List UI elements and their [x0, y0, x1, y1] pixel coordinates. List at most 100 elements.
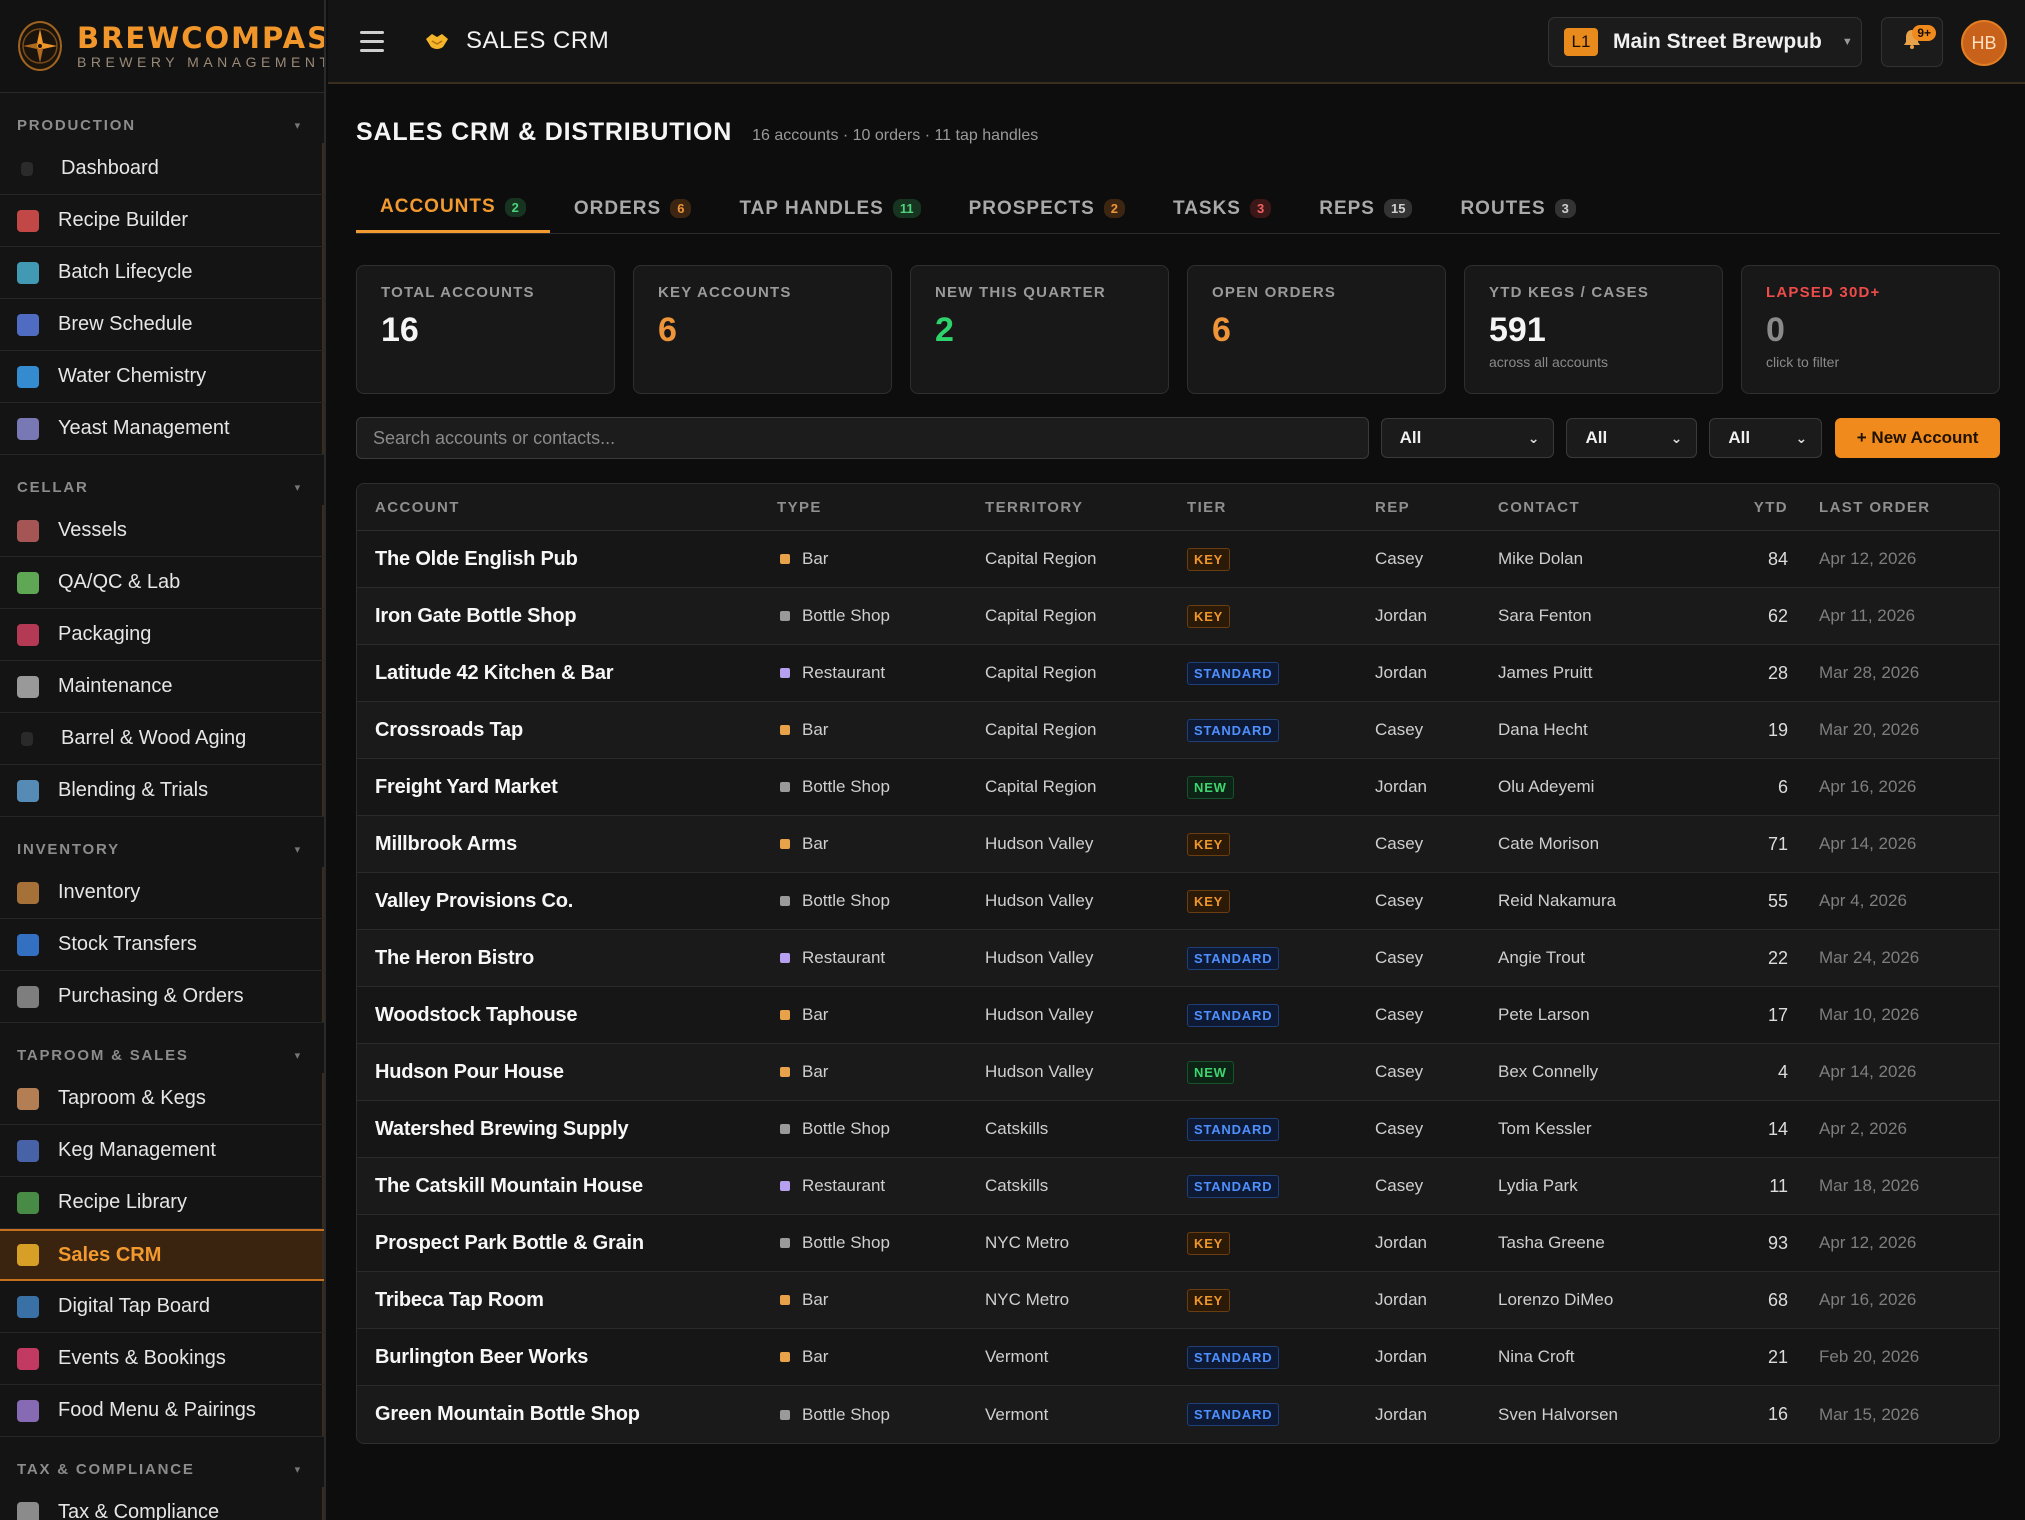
table-row[interactable]: Tribeca Tap Room Bar NYC Metro KEY Jordan Lor…: [357, 1272, 1999, 1329]
sidebar-item-food-menu-pairings[interactable]: Food Menu & Pairings: [0, 1385, 324, 1437]
sidebar-item-label: Batch Lifecycle: [58, 261, 193, 283]
tab-accounts[interactable]: ACCOUNTS 2: [356, 184, 550, 233]
column-header-contact[interactable]: CONTACT: [1498, 498, 1581, 516]
table-row[interactable]: Burlington Beer Works Bar Vermont STANDARD J…: [357, 1329, 1999, 1386]
sidebar-item-blending-trials[interactable]: Blending & Trials: [0, 765, 324, 817]
account-name-link[interactable]: Crossroads Tap: [375, 718, 523, 741]
menu-icon[interactable]: [360, 30, 384, 52]
table-row[interactable]: The Catskill Mountain House Restaurant Cat…: [357, 1158, 1999, 1215]
account-name-link[interactable]: Latitude 42 Kitchen & Bar: [375, 661, 614, 684]
account-name-link[interactable]: Green Mountain Bottle Shop: [375, 1403, 640, 1425]
column-header-territory[interactable]: TERRITORY: [985, 498, 1084, 516]
account-name-link[interactable]: Iron Gate Bottle Shop: [375, 604, 577, 627]
sidebar-item-digital-tap-board[interactable]: Digital Tap Board: [0, 1281, 324, 1333]
account-name-link[interactable]: Prospect Park Bottle & Grain: [375, 1231, 644, 1254]
sidebar-item-tax-compliance[interactable]: Tax & Compliance: [0, 1487, 324, 1520]
account-name-link[interactable]: Burlington Beer Works: [375, 1345, 589, 1368]
tab-reps[interactable]: REPS 15: [1295, 184, 1436, 233]
table-row[interactable]: Latitude 42 Kitchen & Bar Restaurant Capit…: [357, 645, 1999, 702]
account-name-link[interactable]: The Catskill Mountain House: [375, 1174, 643, 1197]
territory-filter-select[interactable]: All ⌄: [1380, 418, 1555, 458]
notifications-button[interactable]: 9+: [1881, 17, 1943, 67]
beer-mug-icon: [777, 551, 793, 567]
sidebar-item-barrel-wood-aging[interactable]: Barrel & Wood Aging: [0, 713, 324, 765]
column-header-ytd[interactable]: YTD: [1753, 498, 1788, 516]
sidebar-item-water-chemistry[interactable]: Water Chemistry: [0, 351, 324, 403]
table-row[interactable]: The Heron Bistro Restaurant Hudson Valley S…: [357, 930, 1999, 987]
beer-mug-icon: [777, 1007, 793, 1023]
table-row[interactable]: Iron Gate Bottle Shop Bottle Shop Capital …: [357, 588, 1999, 645]
sidebar-item-packaging[interactable]: Packaging: [0, 609, 324, 661]
column-header-rep[interactable]: REP: [1375, 498, 1411, 516]
account-name-link[interactable]: Millbrook Arms: [375, 832, 518, 855]
table-row[interactable]: Woodstock Taphouse Bar Hudson Valley STANDA…: [357, 987, 1999, 1044]
avatar[interactable]: HB: [1961, 20, 2007, 66]
tab-orders[interactable]: ORDERS 6: [550, 184, 716, 233]
sidebar-item-events-bookings[interactable]: Events & Bookings: [0, 1333, 324, 1385]
account-name-link[interactable]: Hudson Pour House: [375, 1060, 564, 1083]
account-name-link[interactable]: Valley Provisions Co.: [375, 889, 574, 912]
sidebar-item-brew-schedule[interactable]: Brew Schedule: [0, 299, 324, 351]
table-row[interactable]: Valley Provisions Co. Bottle Shop Hudson V…: [357, 873, 1999, 930]
sidebar-item-purchasing-orders[interactable]: Purchasing & Orders: [0, 971, 324, 1023]
nav-section-header[interactable]: TAPROOM & SALES ▾: [0, 1037, 324, 1073]
location-selector[interactable]: L1 Main Street Brewpub ▼: [1548, 17, 1862, 67]
sidebar-item-sales-crm[interactable]: Sales CRM: [0, 1229, 324, 1281]
sidebar-item-taproom-kegs[interactable]: Taproom & Kegs: [0, 1073, 324, 1125]
stat-card-lapsed-30d[interactable]: LAPSED 30D+ 0 click to filter: [1741, 265, 2000, 394]
sidebar-item-maintenance[interactable]: Maintenance: [0, 661, 324, 713]
filter-bar: All ⌄ All ⌄ All ⌄ + New Account: [356, 417, 2001, 459]
sidebar-item-label: Barrel & Wood Aging: [61, 727, 247, 749]
table-row[interactable]: Freight Yard Market Bottle Shop Capital Re…: [357, 759, 1999, 816]
sidebar-item-dashboard[interactable]: Dashboard: [0, 143, 324, 195]
nav-section: PRODUCTION ▾ Dashboard Recipe Builder Batch …: [0, 107, 324, 455]
account-name-link[interactable]: Woodstock Taphouse: [375, 1003, 578, 1026]
nav-section-header[interactable]: CELLAR ▾: [0, 469, 324, 505]
table-row[interactable]: Watershed Brewing Supply Bottle Shop Catsk…: [357, 1101, 1999, 1158]
column-header-account[interactable]: ACCOUNT: [375, 498, 460, 516]
cell-type: Bottle Shop: [777, 1119, 985, 1139]
sidebar-item-yeast-management[interactable]: Yeast Management: [0, 403, 324, 455]
table-row[interactable]: Green Mountain Bottle Shop Bottle Shop Ver…: [357, 1386, 1999, 1443]
type-label: Bar: [802, 1290, 829, 1309]
tier-badge: STANDARD: [1187, 1117, 1280, 1141]
tab-tap-handles[interactable]: TAP HANDLES 11: [715, 184, 944, 233]
cell-last-order: Apr 4, 2026: [1819, 891, 1907, 910]
account-name-link[interactable]: Watershed Brewing Supply: [375, 1117, 629, 1140]
column-header-tier[interactable]: TIER: [1187, 498, 1227, 516]
sidebar-item-recipe-builder[interactable]: Recipe Builder: [0, 195, 324, 247]
account-name-link[interactable]: The Olde English Pub: [375, 547, 578, 570]
nav-section-header[interactable]: INVENTORY ▾: [0, 831, 324, 867]
type-label: Bottle Shop: [802, 777, 890, 796]
sidebar-item-qa-qc-lab[interactable]: QA/QC & Lab: [0, 557, 324, 609]
sidebar-item-stock-transfers[interactable]: Stock Transfers: [0, 919, 324, 971]
table-row[interactable]: Hudson Pour House Bar Hudson Valley NEW Case…: [357, 1044, 1999, 1101]
table-row[interactable]: Crossroads Tap Bar Capital Region STANDARD C…: [357, 702, 1999, 759]
account-name-link[interactable]: The Heron Bistro: [375, 946, 535, 969]
nav-section-header[interactable]: PRODUCTION ▾: [0, 107, 324, 143]
nav-section-header[interactable]: TAX & COMPLIANCE ▾: [0, 1451, 324, 1487]
brand[interactable]: BREWCOMPASS BREWERY MANAGEMENT: [0, 0, 324, 93]
account-name-link[interactable]: Freight Yard Market: [375, 775, 558, 798]
rep-filter-select[interactable]: All ⌄: [1709, 418, 1823, 458]
tab-tasks[interactable]: TASKS 3: [1149, 184, 1295, 233]
stat-value: 591: [1489, 311, 1546, 349]
search-input[interactable]: [356, 417, 1369, 459]
sidebar-item-recipe-library[interactable]: Recipe Library: [0, 1177, 324, 1229]
sidebar-item-keg-management[interactable]: Keg Management: [0, 1125, 324, 1177]
tab-prospects[interactable]: PROSPECTS 2: [945, 184, 1149, 233]
transfer-icon: [17, 933, 39, 956]
table-row[interactable]: The Olde English Pub Bar Capital Region KEY…: [357, 531, 1999, 588]
tab-routes[interactable]: ROUTES 3: [1436, 184, 1599, 233]
table-row[interactable]: Millbrook Arms Bar Hudson Valley KEY Casey Ca…: [357, 816, 1999, 873]
new-account-button[interactable]: + New Account: [1835, 418, 2001, 458]
account-name-link[interactable]: Tribeca Tap Room: [375, 1288, 544, 1311]
barrel-icon: [21, 731, 33, 746]
sidebar-item-vessels[interactable]: Vessels: [0, 505, 324, 557]
sidebar-item-batch-lifecycle[interactable]: Batch Lifecycle: [0, 247, 324, 299]
column-header-last-order[interactable]: LAST ORDER: [1819, 498, 1931, 516]
tier-filter-select[interactable]: All ⌄: [1566, 418, 1698, 458]
sidebar-item-inventory[interactable]: Inventory: [0, 867, 324, 919]
column-header-type[interactable]: TYPE: [777, 498, 822, 516]
table-row[interactable]: Prospect Park Bottle & Grain Bottle Shop N…: [357, 1215, 1999, 1272]
